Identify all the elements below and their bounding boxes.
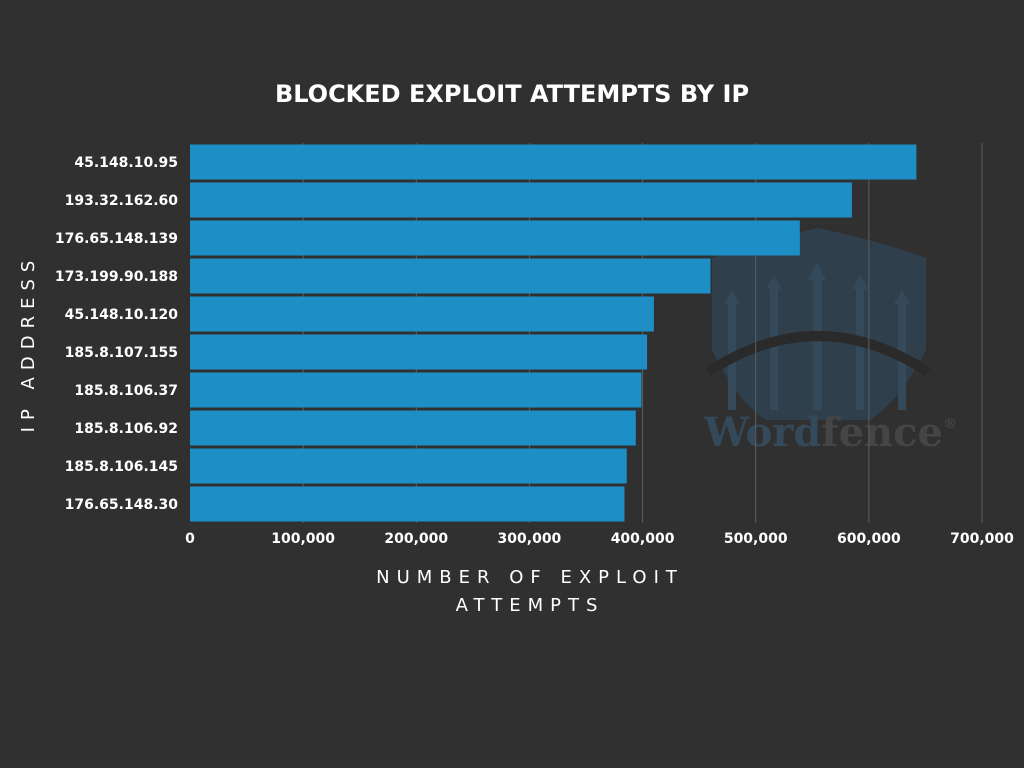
bar (190, 486, 625, 522)
x-tick-labels: 0 100,000 200,000 300,000 400,000 500,000 600,… (185, 531, 1014, 547)
category-label: 185.8.106.92 (74, 421, 178, 437)
wordfence-watermark: Wordfence® (703, 228, 957, 456)
category-label: 176.65.148.139 (55, 231, 178, 247)
x-tick-label: 600,000 (837, 531, 901, 547)
category-label: 185.8.106.37 (74, 383, 178, 399)
chart-title: BLOCKED EXPLOIT ATTEMPTS BY IP (275, 80, 749, 108)
bar (190, 296, 654, 332)
bar (190, 220, 800, 256)
x-axis-title-line1: NUMBER OF EXPLOIT (376, 567, 684, 588)
x-tick-label: 100,000 (271, 531, 335, 547)
bar (190, 182, 852, 218)
x-axis-title-line2: ATTEMPTS (456, 595, 605, 616)
bar (190, 334, 648, 370)
x-tick-label: 500,000 (724, 531, 788, 547)
fence-shield-logo-icon (705, 228, 931, 420)
category-label: 45.148.10.120 (65, 307, 179, 323)
bars (190, 144, 917, 522)
x-tick-label: 400,000 (611, 531, 675, 547)
bar (190, 144, 917, 180)
category-label: 173.199.90.188 (55, 269, 178, 285)
x-tick-label: 300,000 (498, 531, 562, 547)
category-label: 185.8.106.145 (65, 459, 178, 475)
category-label: 45.148.10.95 (74, 155, 178, 171)
x-tick-label: 200,000 (384, 531, 448, 547)
y-axis-title: IP ADDRESS (18, 254, 39, 433)
bar (190, 448, 627, 484)
category-label: 193.32.162.60 (65, 193, 179, 209)
watermark-text: Wordfence® (703, 409, 957, 456)
bar (190, 410, 636, 446)
bar (190, 372, 642, 408)
category-label: 176.65.148.30 (65, 497, 179, 513)
x-tick-label: 700,000 (950, 531, 1014, 547)
category-label: 185.8.107.155 (65, 345, 178, 361)
bar (190, 258, 711, 294)
category-labels: 45.148.10.95 193.32.162.60 176.65.148.139 1… (55, 155, 178, 513)
x-tick-label: 0 (185, 531, 195, 547)
